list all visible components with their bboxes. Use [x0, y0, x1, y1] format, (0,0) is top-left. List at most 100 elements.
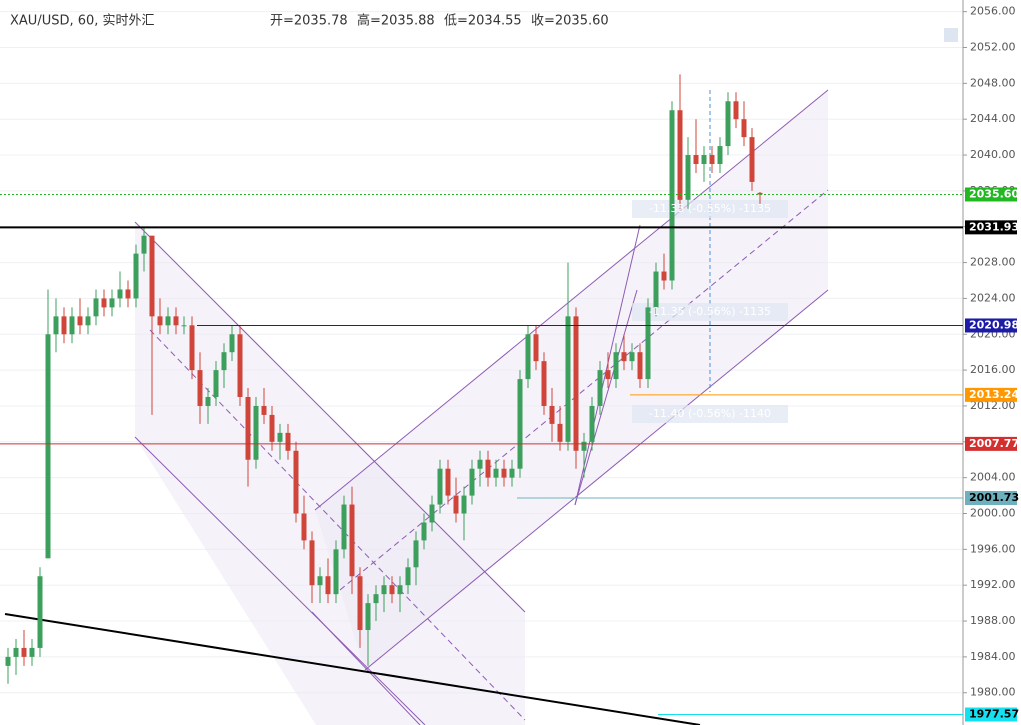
candle-body — [221, 352, 227, 371]
price-label: 2035.60 — [969, 187, 1019, 200]
candle-body — [525, 334, 531, 380]
price-label-box — [965, 318, 1017, 333]
candle-body — [485, 459, 491, 478]
candle-body — [53, 316, 59, 335]
candle-body — [733, 101, 739, 120]
candle-body — [661, 271, 667, 281]
candle-body — [573, 316, 579, 451]
measure-label: -11.35 (-0.55%) -1135 — [649, 202, 771, 215]
candle-body — [477, 459, 483, 469]
candle-body — [621, 352, 627, 362]
candle-body — [333, 549, 339, 595]
candle-body — [757, 192, 763, 195]
candle-body — [629, 352, 635, 362]
candle-body — [69, 316, 75, 335]
y-tick-label: 2000.00 — [970, 507, 1016, 520]
candle-body — [125, 289, 131, 299]
candle-body — [277, 432, 283, 442]
candle-body — [637, 352, 643, 380]
candle-body — [189, 325, 195, 371]
candle-body — [13, 647, 19, 657]
price-label-box — [965, 220, 1017, 235]
candle-body — [213, 370, 219, 398]
candle-body — [261, 405, 267, 415]
candle-body — [253, 405, 259, 460]
y-tick-label: 2052.00 — [970, 40, 1016, 53]
y-tick-label: 1988.00 — [970, 614, 1016, 627]
y-tick-label: 2016.00 — [970, 363, 1016, 376]
candle-body — [229, 334, 235, 353]
candle-body — [325, 576, 331, 595]
candle-body — [141, 235, 147, 254]
candle-body — [21, 647, 27, 657]
candle-body — [709, 155, 715, 164]
candle-body — [405, 567, 411, 586]
price-label-box — [965, 187, 1017, 202]
candle-body — [725, 101, 731, 147]
candle-body — [557, 423, 563, 442]
candle-body — [429, 504, 435, 523]
price-label: 2031.93 — [969, 220, 1019, 233]
measure-label: -11.40 (-0.56%) -1140 — [649, 407, 771, 420]
candle-body — [269, 414, 275, 442]
candle-body — [549, 405, 555, 424]
y-tick-label: 2004.00 — [970, 471, 1016, 484]
y-tick-label: 1984.00 — [970, 650, 1016, 663]
candle-body — [381, 585, 387, 595]
price-label-box — [965, 707, 1017, 722]
candle-body — [597, 370, 603, 406]
candle-body — [437, 468, 443, 505]
candle-body — [237, 334, 243, 398]
candle-body — [365, 603, 371, 631]
candle-body — [589, 405, 595, 442]
candle-body — [717, 146, 723, 164]
price-label: 1977.57 — [969, 708, 1019, 721]
candle-body — [109, 298, 115, 308]
candle-body — [517, 379, 523, 469]
y-tick-label: 2044.00 — [970, 112, 1016, 125]
measure-label: -11.35 (-0.56%) -1135 — [649, 305, 771, 318]
candle-body — [653, 271, 659, 308]
price-label: 2001.73 — [969, 491, 1019, 504]
price-label: 2020.98 — [969, 318, 1019, 331]
y-tick-label: 2024.00 — [970, 291, 1016, 304]
y-tick-label: 2012.00 — [970, 399, 1016, 412]
candle-body — [693, 155, 699, 164]
candle-body — [85, 316, 91, 326]
candle-body — [5, 656, 11, 666]
candle-body — [165, 316, 171, 326]
scroll-icon[interactable] — [944, 28, 958, 42]
candle-body — [501, 468, 507, 478]
candle-body — [117, 289, 123, 299]
candle-body — [413, 540, 419, 568]
ohlc-legend: 高=2035.88 — [357, 13, 435, 29]
candle-body — [181, 325, 187, 327]
candle-body — [205, 397, 211, 406]
candle-body — [317, 576, 323, 586]
candle-body — [421, 522, 427, 541]
price-label: 2013.24 — [969, 388, 1019, 401]
y-tick-label: 2028.00 — [970, 256, 1016, 269]
candle-body — [373, 594, 379, 604]
y-tick-label: 1996.00 — [970, 542, 1016, 555]
candle-body — [293, 450, 299, 514]
candle-body — [669, 110, 675, 281]
candle-body — [461, 495, 467, 514]
y-tick-label: 1980.00 — [970, 686, 1016, 699]
candle-body — [197, 370, 203, 406]
candle-body — [493, 468, 499, 478]
ohlc-legend: 收=2035.60 — [531, 14, 609, 29]
candle-body — [101, 298, 107, 308]
candle-body — [701, 155, 707, 164]
candle-body — [565, 316, 571, 442]
candle-body — [173, 316, 179, 326]
candle-body — [133, 253, 139, 299]
ohlc-legend: 开=2035.78 — [270, 14, 348, 29]
candle-body — [77, 316, 83, 326]
candle-body — [645, 307, 651, 380]
candle-body — [341, 504, 347, 550]
candle-body — [349, 504, 355, 577]
candle-body — [685, 155, 691, 200]
candle-body — [397, 585, 403, 595]
